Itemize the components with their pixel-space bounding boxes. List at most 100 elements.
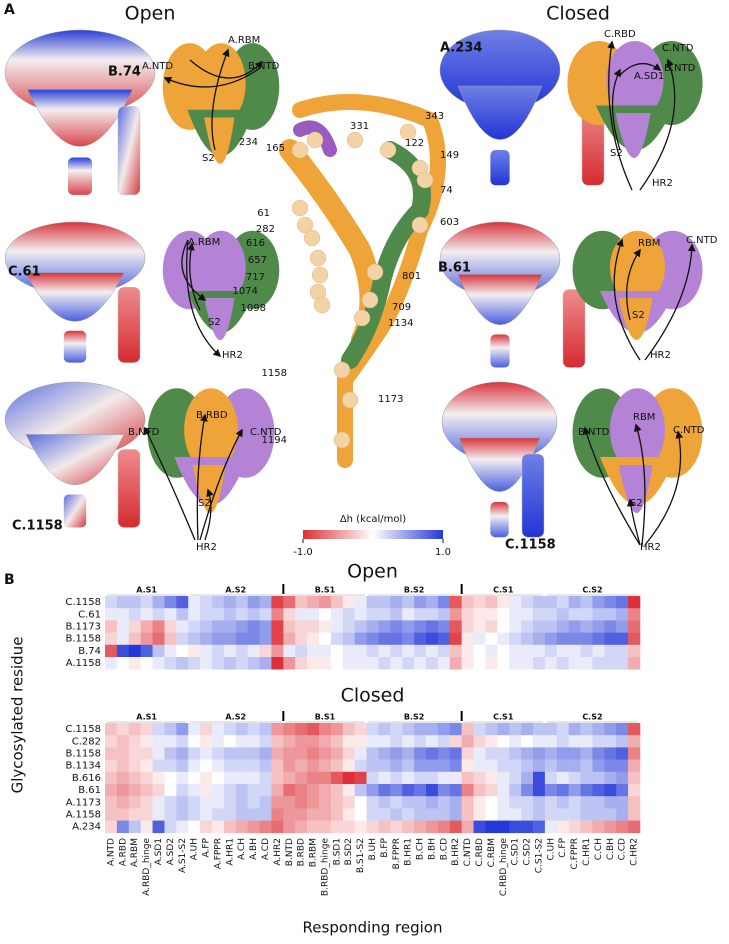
heatmap-cell [628,747,641,760]
heatmap-cell [366,632,379,646]
heatmap-cell [568,796,581,809]
heatmap-cell [164,723,177,736]
heatmap-cell [437,820,451,834]
heatmap-cell [544,657,558,670]
heatmap-cell [402,735,415,748]
arrow [186,239,222,358]
residue-number: 234 [239,137,258,148]
heatmap-cell [604,796,617,809]
arrow [607,40,633,191]
structure-stalk [490,502,509,538]
heatmap-cell [592,747,605,760]
heatmap-cell [271,620,284,633]
heatmap-cell [485,735,498,748]
heatmap-cell [485,820,498,834]
arrow [196,413,208,541]
heatmap-cell [330,723,344,736]
heatmap-cell [223,808,237,821]
heatmap-cell [319,808,332,821]
heatmap-cell [485,632,498,646]
heatmap-cell [295,644,308,658]
heatmap-cell [616,723,629,736]
glycan-site [361,291,379,309]
column-label: A.FP [202,837,212,857]
heatmap-cell [319,820,332,834]
heatmap-cell [140,735,153,748]
heatmap-cell [164,747,177,760]
heatmap-cell [616,747,629,760]
heatmap-cell [319,735,332,748]
heatmap-cell [200,735,213,748]
heatmap-cell [283,747,296,760]
heatmap-cell [509,796,522,809]
domain-blob [615,113,651,158]
heatmap-cell [556,596,569,609]
heatmap-cell [105,820,118,834]
heatmap-cell [390,596,403,609]
heatmap-cell [271,596,284,609]
heatmap-cell [628,632,641,646]
heatmap-cell [152,657,165,670]
heatmap-cell [330,657,344,670]
heatmap-cell [152,723,165,736]
heatmap-cell [592,723,605,736]
domain-blob [610,230,665,304]
heatmap-cell [366,723,379,736]
heatmap-cell [544,796,558,809]
heatmap-cell [200,771,213,785]
heatmap-cell [556,796,569,809]
heatmap-cell [580,632,593,646]
arrow [611,68,621,151]
heatmap-cell [212,747,225,760]
heatmap-cell [307,632,320,646]
heatmap-cell [616,644,629,658]
heatmap-cell [330,596,344,609]
heatmap-cell [521,808,534,821]
heatmap-cell [152,632,165,646]
heatmap-cell [295,608,308,621]
heatmap-cell [247,723,260,736]
heatmap-cell [235,657,248,670]
heatmap-cell [580,759,593,773]
domain-blob [204,298,235,340]
heatmap-cell [212,632,225,646]
heatmap-cell [426,735,439,748]
helix-bundle [562,289,586,368]
heatmap-cell [461,771,474,785]
heatmap-cell [235,735,248,748]
glycan-site [291,199,309,217]
heatmap-cell [461,759,474,773]
residue-number: 1098 [241,303,266,314]
heatmap-cell [568,735,581,748]
heatmap-cell [140,747,153,760]
heatmap-cell [509,620,522,633]
heatmap-cell [128,747,141,760]
heatmap-cell [592,596,605,609]
heatmap-cell [437,747,451,760]
heatmap-cell [461,796,474,809]
heatmap-cell [568,771,581,785]
heatmap-cell [200,820,213,834]
heatmap-cell [402,759,415,773]
heatmap-cell [188,644,201,658]
arrow [199,428,243,541]
domain-blob [184,388,238,472]
heatmap-cell [235,596,248,609]
structure-stalk [63,330,87,363]
heatmap-cell [354,644,367,658]
heatmap-cell [223,759,237,773]
heatmap-cell [223,723,237,736]
region-label: C.NTD [686,235,718,246]
heatmap-cell [521,723,534,736]
heatmap-cell [521,644,534,658]
heatmap-cell [259,657,272,670]
heatmap-cell [366,784,379,797]
heatmap-cell [473,608,486,621]
y-axis-label: Glycosylated residue [9,637,27,794]
residue-number: 1074 [233,286,258,297]
heatmap-cell [283,723,296,736]
heatmap-cell [449,657,462,670]
heatmap-cell [128,632,141,646]
heatmap-cell [509,759,522,773]
heatmap-cell [628,771,641,785]
